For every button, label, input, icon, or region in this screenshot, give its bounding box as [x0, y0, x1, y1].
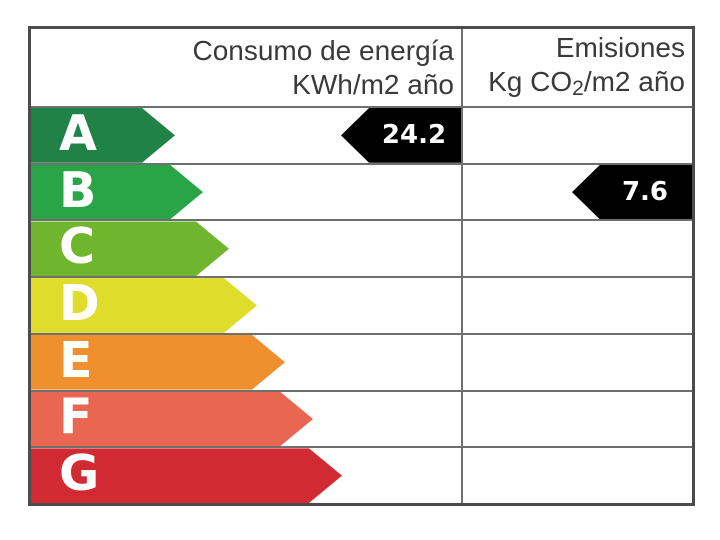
- consumption-cell-d: D: [31, 278, 463, 333]
- rating-arrow-f: F: [31, 392, 313, 447]
- rating-arrow-d: D: [31, 278, 257, 333]
- emissions-value-arrow: 7.6: [572, 164, 692, 220]
- consumption-cell-b: B: [31, 164, 463, 220]
- emissions-header-line2: Kg CO2/m2 año: [488, 65, 685, 102]
- rating-letter-d: D: [59, 275, 100, 333]
- rating-letter-c: C: [59, 218, 95, 276]
- consumption-cell-e: E: [31, 334, 463, 390]
- rating-row-b: B 7.6: [31, 162, 692, 220]
- emissions-value: 7.6: [621, 177, 669, 208]
- emissions-cell-f: [463, 392, 692, 447]
- rating-letter-e: E: [59, 331, 93, 389]
- emissions-unit-suffix: /m2 año: [583, 66, 685, 97]
- emissions-header-line1: Emisiones: [555, 32, 685, 63]
- rating-arrow-b: B: [31, 165, 203, 220]
- rating-row-e: E: [31, 332, 692, 390]
- rating-arrow-g: G: [31, 448, 342, 503]
- consumption-header-line2: KWh/m2 año: [292, 69, 454, 100]
- rating-letter-g: G: [59, 445, 100, 503]
- energy-rating-table: Consumo de energía KWh/m2 año Emisiones …: [28, 26, 695, 506]
- emissions-cell-a: [463, 108, 692, 163]
- consumption-column-header: Consumo de energía KWh/m2 año: [31, 29, 463, 106]
- emissions-column-header: Emisiones Kg CO2/m2 año: [463, 29, 692, 106]
- rating-letter-f: F: [59, 388, 93, 446]
- emissions-cell-d: [463, 278, 692, 333]
- rating-row-f: F: [31, 389, 692, 447]
- emissions-unit-prefix: Kg CO: [488, 66, 573, 97]
- rating-arrow-a: A: [31, 108, 175, 163]
- rating-row-g: G: [31, 446, 692, 504]
- consumption-cell-f: F: [31, 391, 463, 447]
- rating-arrow-e: E: [31, 335, 285, 390]
- rating-arrow-c: C: [31, 221, 229, 276]
- emissions-cell-b: 7.6: [463, 164, 692, 220]
- rating-letter-b: B: [59, 161, 97, 219]
- consumption-value-arrow: 24.2: [341, 108, 461, 163]
- rating-letter-a: A: [59, 104, 97, 162]
- consumption-cell-g: G: [31, 448, 463, 504]
- emissions-cell-c: [463, 221, 692, 276]
- table-header: Consumo de energía KWh/m2 año Emisiones …: [31, 29, 692, 106]
- rating-row-d: D: [31, 276, 692, 333]
- co2-subscript: 2: [572, 77, 584, 100]
- consumption-header-line1: Consumo de energía: [192, 35, 454, 66]
- rating-row-c: C: [31, 219, 692, 277]
- rating-row-a: A 24.2: [31, 106, 692, 163]
- consumption-cell-c: C: [31, 221, 463, 277]
- consumption-value: 24.2: [381, 120, 447, 151]
- emissions-cell-g: [463, 448, 692, 503]
- consumption-cell-a: A 24.2: [31, 108, 463, 163]
- emissions-cell-e: [463, 335, 692, 390]
